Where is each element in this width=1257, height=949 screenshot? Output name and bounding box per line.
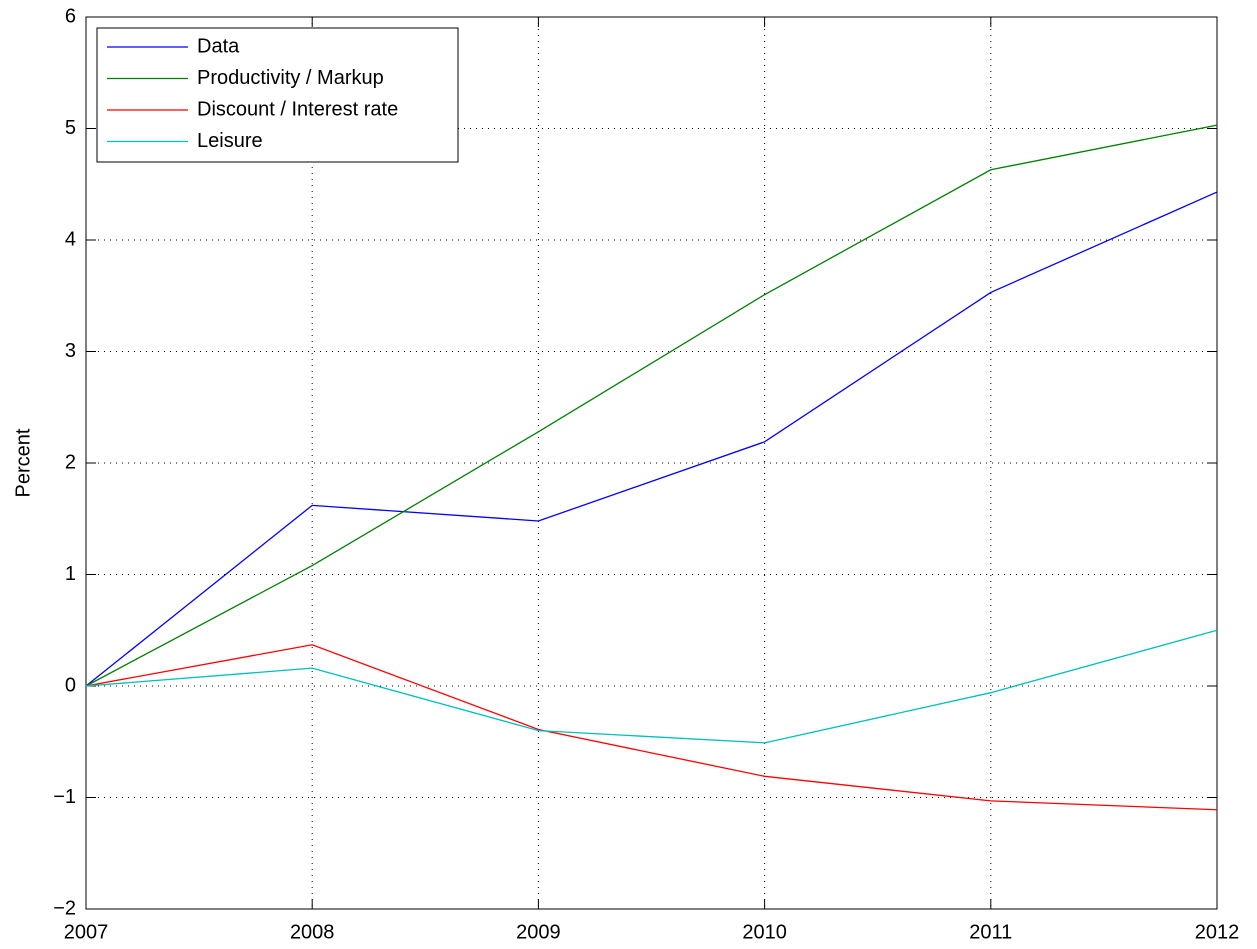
y-tick-label: 5	[65, 117, 76, 139]
y-tick-label: 4	[65, 228, 76, 250]
x-tick-label: 2010	[742, 921, 787, 943]
x-tick-label: 2012	[1195, 921, 1240, 943]
legend-label: Discount / Interest rate	[197, 98, 398, 120]
y-tick-label: −2	[53, 897, 76, 919]
axes-frame	[85, 16, 1218, 910]
x-tick-label: 2007	[64, 921, 109, 943]
series-line	[85, 124, 1218, 687]
x-tick-label: 2009	[516, 921, 561, 943]
y-tick-label: 6	[65, 5, 76, 27]
series-line	[85, 191, 1218, 687]
series-line	[85, 644, 1218, 811]
x-tick-label: 2008	[290, 921, 335, 943]
legend-label: Leisure	[197, 130, 263, 152]
y-tick-label: 1	[65, 563, 76, 585]
legend-label: Data	[197, 35, 240, 57]
y-tick-label: −1	[53, 786, 76, 808]
y-tick-label: 3	[65, 340, 76, 362]
series-line	[85, 629, 1218, 744]
legend-box	[96, 27, 459, 163]
x-tick-label: 2011	[969, 921, 1012, 943]
y-axis-label: Percent	[12, 428, 34, 497]
y-tick-label: 0	[65, 674, 76, 696]
y-tick-label: 2	[65, 451, 76, 473]
legend-label: Productivity / Markup	[197, 67, 384, 89]
